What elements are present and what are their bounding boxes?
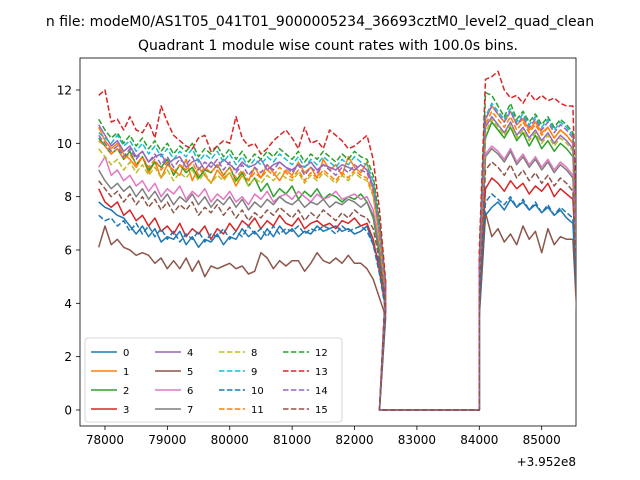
series-line-0 bbox=[98, 198, 576, 411]
series-line-12 bbox=[98, 91, 576, 411]
y-tick-label: 4 bbox=[64, 297, 72, 311]
legend-label-0: 0 bbox=[123, 348, 129, 359]
x-tick-label: 83000 bbox=[398, 433, 436, 447]
chart-title: Quadrant 1 module wise count rates with … bbox=[138, 38, 518, 54]
legend-label-7: 7 bbox=[187, 405, 193, 416]
series-line-10 bbox=[98, 193, 576, 411]
legend-label-3: 3 bbox=[123, 405, 129, 416]
legend-label-4: 4 bbox=[187, 348, 193, 359]
legend-label-1: 1 bbox=[123, 367, 129, 378]
legend-label-15: 15 bbox=[315, 405, 328, 416]
legend-label-9: 9 bbox=[251, 367, 257, 378]
x-tick-label: 81000 bbox=[273, 433, 311, 447]
legend-label-11: 11 bbox=[251, 405, 264, 416]
x-tick-label: 78000 bbox=[86, 433, 124, 447]
legend-label-10: 10 bbox=[251, 386, 264, 397]
legend-label-2: 2 bbox=[123, 386, 129, 397]
series-line-15 bbox=[98, 161, 576, 411]
series-line-5 bbox=[97, 211, 576, 411]
x-tick-label: 82000 bbox=[335, 433, 373, 447]
x-offset-label: +3.952e8 bbox=[517, 455, 576, 469]
legend-label-8: 8 bbox=[251, 348, 257, 359]
x-tick-label: 79000 bbox=[148, 433, 186, 447]
legend-label-12: 12 bbox=[315, 348, 328, 359]
series-line-3 bbox=[98, 177, 576, 411]
legend-label-5: 5 bbox=[187, 367, 193, 378]
legend-label-14: 14 bbox=[315, 386, 328, 397]
legend-label-13: 13 bbox=[315, 367, 328, 378]
series-line-11 bbox=[98, 110, 576, 411]
y-tick-label: 6 bbox=[64, 244, 72, 258]
series-line-9 bbox=[98, 102, 576, 411]
legend-frame bbox=[84, 337, 343, 423]
series-line-8 bbox=[98, 118, 576, 411]
y-tick-label: 12 bbox=[57, 84, 72, 98]
legend-label-6: 6 bbox=[187, 386, 193, 397]
y-tick-label: 0 bbox=[64, 404, 72, 418]
series-group bbox=[97, 70, 576, 411]
series-line-14 bbox=[98, 105, 576, 411]
x-tick-label: 80000 bbox=[211, 433, 249, 447]
series-line-13 bbox=[98, 70, 576, 411]
x-tick-label: 84000 bbox=[460, 433, 498, 447]
series-line-6 bbox=[98, 145, 576, 411]
y-tick-label: 2 bbox=[64, 350, 72, 364]
series-line-7 bbox=[98, 147, 576, 411]
plot-area: 78000 79000 80000 81000 82000 83000 84000 85000… bbox=[57, 57, 577, 447]
x-tick-label: 85000 bbox=[523, 433, 561, 447]
figure-suptitle: n file: modeM0/AS1T05_041T01_9000005234_… bbox=[46, 14, 594, 30]
y-tick-label: 8 bbox=[64, 190, 72, 204]
y-tick-label: 10 bbox=[57, 137, 72, 151]
